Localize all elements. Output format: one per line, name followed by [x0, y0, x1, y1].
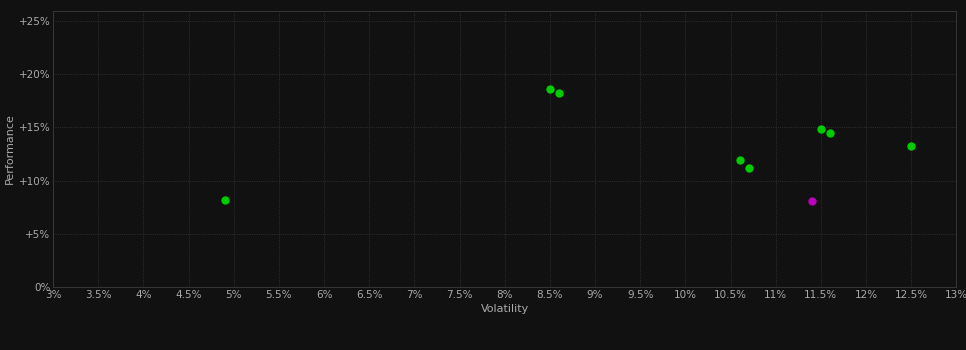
X-axis label: Volatility: Volatility — [481, 304, 528, 314]
Y-axis label: Performance: Performance — [5, 113, 14, 184]
